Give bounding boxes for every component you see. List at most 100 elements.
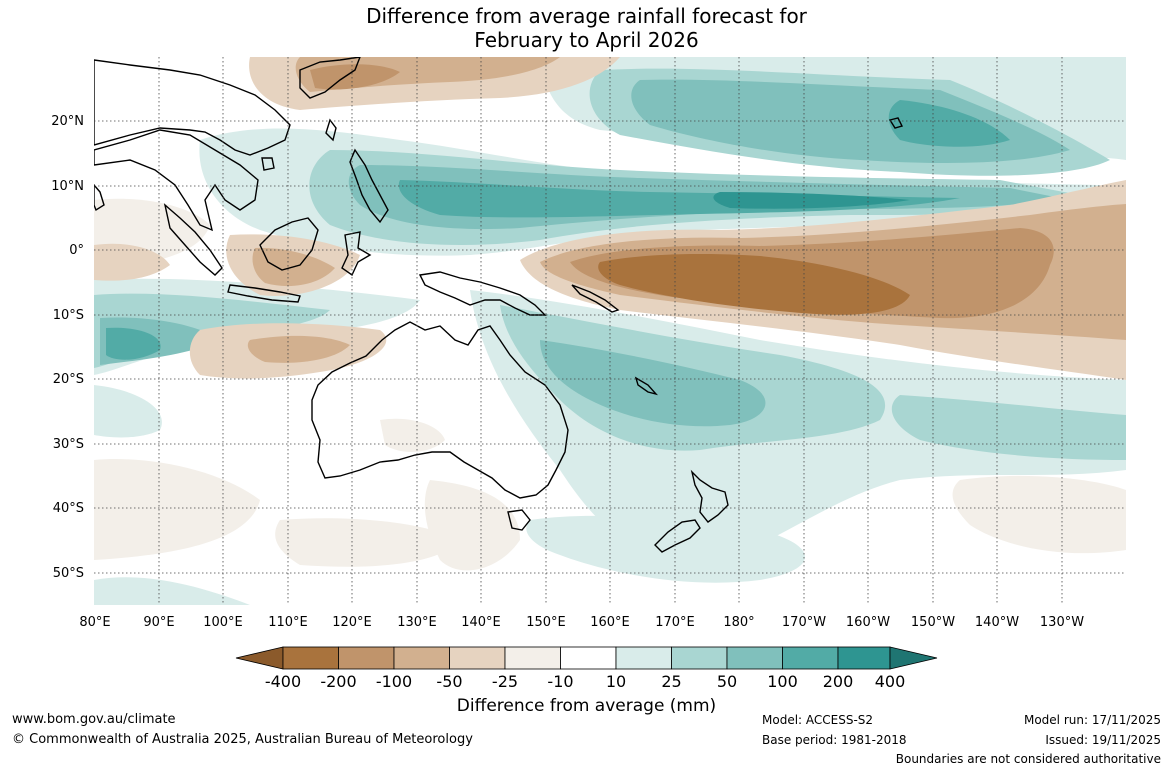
- lon-label: 140°W: [975, 615, 1019, 630]
- colorbar-tick: -50: [436, 672, 462, 691]
- anomaly-dry-strong-northwest-pacific: [310, 64, 400, 90]
- colorbar-swatch: [282, 646, 339, 670]
- japan-coastline: [299, 57, 361, 99]
- sri-lanka-coastline: [94, 183, 105, 212]
- lon-label: 150°W: [911, 615, 955, 630]
- colorbar-swatch: [726, 646, 783, 670]
- colorbar-swatch: [338, 646, 395, 670]
- lat-label: 0°: [69, 243, 84, 258]
- lat-label: 50°S: [53, 566, 84, 581]
- lon-label: 140°E: [461, 615, 501, 630]
- philippines-coastline: [349, 148, 389, 224]
- java-coastline: [227, 284, 301, 303]
- borneo-coastline: [259, 217, 319, 271]
- lon-label: 90°E: [143, 615, 174, 630]
- colorbar-swatch: [837, 646, 891, 670]
- colorbar-tick: -200: [320, 672, 356, 691]
- colorbar-tick-labels: -400 -200 -100 -50 -25 -10 10 25 50 100 …: [265, 672, 905, 691]
- lat-label: 30°S: [53, 437, 84, 452]
- lon-label: 130°E: [397, 615, 437, 630]
- rainfall-anomaly-layer: [94, 57, 1126, 605]
- tasmania-coastline: [507, 509, 531, 531]
- colorbar-tick: 50: [717, 672, 737, 691]
- colorbar-swatch: [615, 646, 672, 670]
- model-run-text: Model run: 17/11/2025: [1023, 713, 1161, 727]
- lon-label: 130°W: [1040, 615, 1084, 630]
- colorbar-tick: 400: [875, 672, 906, 691]
- colorbar-swatch: [504, 646, 561, 670]
- lon-label: 100°E: [203, 615, 243, 630]
- anomaly-dry-faint-south-australia: [380, 418, 445, 452]
- sulawesi-coastline: [341, 231, 372, 277]
- colorbar-tick: -10: [547, 672, 573, 691]
- base-period-text: Base period: 1981-2018: [762, 733, 907, 747]
- colorbar-tick: 25: [661, 672, 681, 691]
- anomaly-wet-extreme-equatorial: [713, 192, 910, 209]
- new-zealand-north-coastline: [690, 469, 729, 523]
- disclaimer-text: Boundaries are not considered authoritat…: [895, 752, 1161, 766]
- anomaly-wet-very-strong-indian: [106, 327, 161, 360]
- anomaly-wet-strong-coral-sea: [540, 340, 766, 427]
- lon-label: 80°E: [79, 615, 110, 630]
- anomaly-dry-faint-se-pacific: [952, 475, 1126, 554]
- anomaly-dry-medium-nw-australia: [247, 335, 350, 363]
- lon-label: 170°W: [782, 615, 826, 630]
- colorbar-extend-low: [235, 646, 284, 670]
- colorbar-swatch: [449, 646, 506, 670]
- anomaly-wet-light-west-indian: [94, 385, 162, 438]
- title-line-1: Difference from average rainfall forecas…: [366, 4, 807, 28]
- colorbar-tick: 10: [606, 672, 626, 691]
- colorbar-tick: -400: [265, 672, 301, 691]
- anomaly-dry-faint-southern-ocean: [275, 518, 460, 567]
- taiwan-coastline: [325, 118, 337, 142]
- lat-label: 20°S: [53, 372, 84, 387]
- model-text: Model: ACCESS-S2: [762, 713, 874, 727]
- lat-label: 10°N: [51, 179, 84, 194]
- longitude-labels: 80°E 90°E 100°E 110°E 120°E 130°E 140°E …: [79, 615, 1084, 630]
- lat-label: 10°S: [53, 308, 84, 323]
- anomaly-dry-light-nw-indian: [94, 243, 170, 281]
- colorbar-swatch: [393, 646, 450, 670]
- lon-label: 160°W: [846, 615, 890, 630]
- latitude-labels: 20°N 10°N 0° 10°S 20°S 30°S 40°S 50°S: [51, 114, 84, 581]
- lon-label: 180°: [723, 615, 754, 630]
- map-title: Difference from average rainfall forecas…: [0, 4, 1173, 52]
- issued-text: Issued: 19/11/2025: [1045, 733, 1161, 747]
- lon-label: 150°E: [526, 615, 566, 630]
- anomaly-dry-faint-tasman: [424, 480, 520, 571]
- colorbar-tick: -25: [492, 672, 518, 691]
- coastlines: [94, 57, 904, 553]
- colorbar-tick: 200: [823, 672, 854, 691]
- lon-label: 160°E: [590, 615, 630, 630]
- indochina-coastline: [94, 129, 259, 232]
- colorbar-swatch: [560, 646, 617, 670]
- lon-label: 170°E: [655, 615, 695, 630]
- australia-coastline: [311, 321, 569, 499]
- hainan-coastline: [261, 157, 275, 171]
- colorbar-swatch: [782, 646, 839, 670]
- colorbar-swatch: [671, 646, 728, 670]
- title-line-2: February to April 2026: [474, 28, 699, 52]
- colorbar: [235, 646, 938, 670]
- lon-label: 120°E: [332, 615, 372, 630]
- anomaly-wet-light-far-south: [94, 577, 250, 605]
- anomaly-dry-faint-south-indian: [94, 459, 260, 560]
- lat-label: 20°N: [51, 114, 84, 129]
- new-caledonia-coastline: [634, 376, 659, 396]
- solomon-islands-coastline: [571, 284, 620, 313]
- colorbar-title: Difference from average (mm): [456, 696, 717, 716]
- anomaly-wet-very-strong-north: [888, 100, 1010, 147]
- anomaly-wet-very-strong-equatorial: [398, 180, 960, 218]
- lat-label: 40°S: [53, 501, 84, 516]
- website-text: www.bom.gov.au/climate: [12, 712, 176, 727]
- china-coastline: [94, 59, 291, 156]
- hawaii-coastline: [888, 117, 904, 129]
- sumatra-coastline: [163, 203, 223, 276]
- colorbar-tick: -100: [376, 672, 412, 691]
- graticule: [94, 57, 1126, 605]
- colorbar-extend-high: [889, 646, 938, 670]
- anomaly-dry-very-strong-central-pacific: [598, 254, 910, 315]
- new-zealand-south-coastline: [654, 519, 701, 553]
- map-panel: 20°N 10°N 0° 10°S 20°S 30°S 40°S 50°S 80…: [51, 57, 1126, 630]
